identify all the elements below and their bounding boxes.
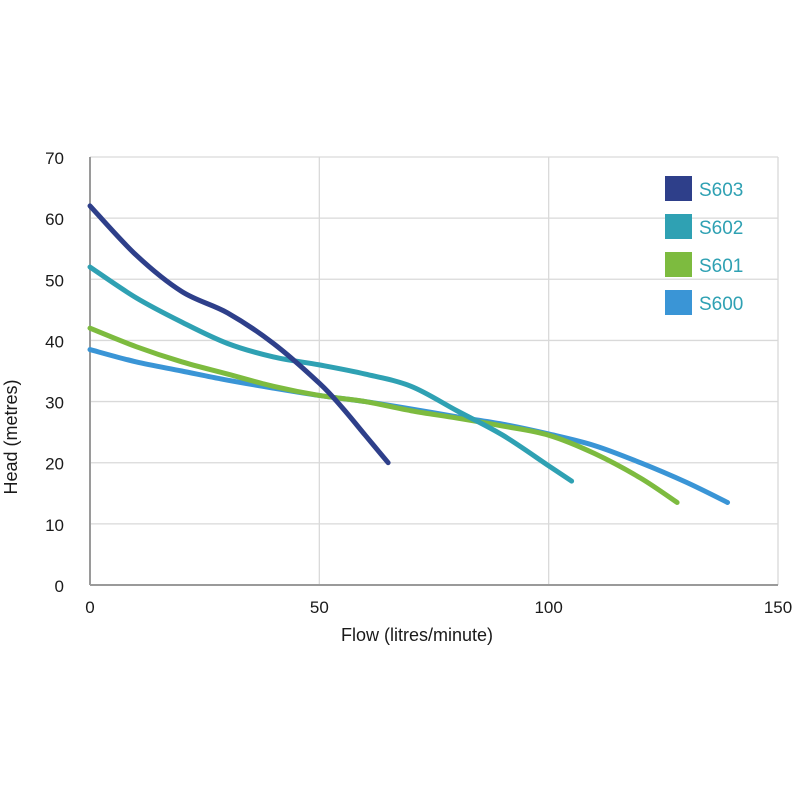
series-line-s600 [87,347,731,505]
legend-label-s600: S600 [699,294,743,315]
y-tick-label: 10 [45,516,64,535]
y-tick-label: 50 [45,271,64,290]
axes [89,157,778,586]
x-tick-label: 100 [534,598,562,617]
legend-swatch-s600 [665,290,692,315]
y-tick-label: 0 [55,577,64,596]
series-line-s603 [87,203,391,466]
y-axis-title: Head (metres) [1,379,21,494]
grid [90,156,779,585]
legend-swatch-s603 [665,176,692,201]
x-axis-title: Flow (litres/minute) [341,625,493,645]
legend-swatch-s601 [665,252,692,277]
x-tick-label: 150 [764,598,792,617]
x-tick-label: 0 [85,598,94,617]
x-tick-labels: 0 50 100 150 [85,598,792,617]
y-tick-label: 60 [45,210,64,229]
series-line-s602 [87,264,575,484]
legend: S603 S602 S601 S600 [665,176,743,315]
x-tick-label: 50 [310,598,329,617]
legend-label-s601: S601 [699,256,743,277]
y-tick-label: 30 [45,394,64,413]
legend-swatch-s602 [665,214,692,239]
legend-label-s603: S603 [699,180,743,201]
y-tick-label: 40 [45,332,64,351]
series-line-s601 [87,325,680,505]
series-lines [87,203,731,505]
y-tick-labels: 0 10 20 30 40 50 60 70 [45,149,64,596]
y-tick-label: 70 [45,149,64,168]
legend-label-s602: S602 [699,218,743,239]
y-tick-label: 20 [45,455,64,474]
